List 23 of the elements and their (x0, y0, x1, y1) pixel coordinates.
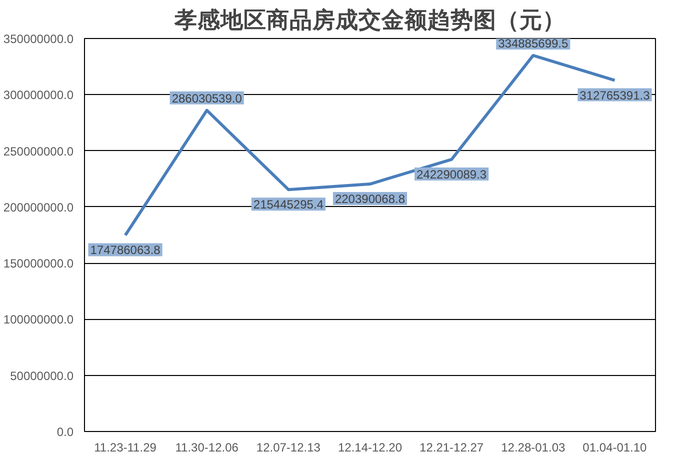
x-tick-label: 01.04-01.10 (582, 440, 648, 454)
y-tick-label: 50000000.0 (10, 368, 74, 383)
y-tick-label: 350000000.0 (3, 32, 74, 46)
x-tick-label: 12.28-01.03 (501, 440, 566, 454)
x-tick-label: 11.23-11.29 (94, 440, 157, 454)
y-tick-label: 0.0 (56, 425, 74, 439)
data-label: 215445295.4 (253, 198, 324, 212)
data-label: 220390068.8 (334, 192, 406, 206)
y-tick-label: 150000000.0 (3, 256, 74, 271)
chart-title: 孝感地区商品房成交金额趋势图（元） (174, 6, 566, 34)
y-tick-label: 200000000.0 (3, 200, 74, 214)
y-tick-label: 300000000.0 (3, 88, 74, 102)
data-label: 286030539.0 (172, 91, 242, 106)
data-label: 174786063.8 (90, 243, 161, 258)
data-label: 242290089.3 (416, 167, 487, 182)
y-tick-label: 250000000.0 (3, 144, 74, 158)
x-tick-label: 11.30-12.06 (175, 440, 239, 454)
x-tick-label: 12.07-12.13 (256, 440, 321, 454)
data-label: 334885699.5 (498, 36, 569, 50)
x-tick-label: 12.21-12.27 (420, 440, 484, 454)
data-label: 312765391.3 (580, 88, 650, 102)
y-tick-label: 100000000.0 (3, 312, 74, 327)
x-tick-label: 12.14-12.20 (338, 440, 402, 454)
